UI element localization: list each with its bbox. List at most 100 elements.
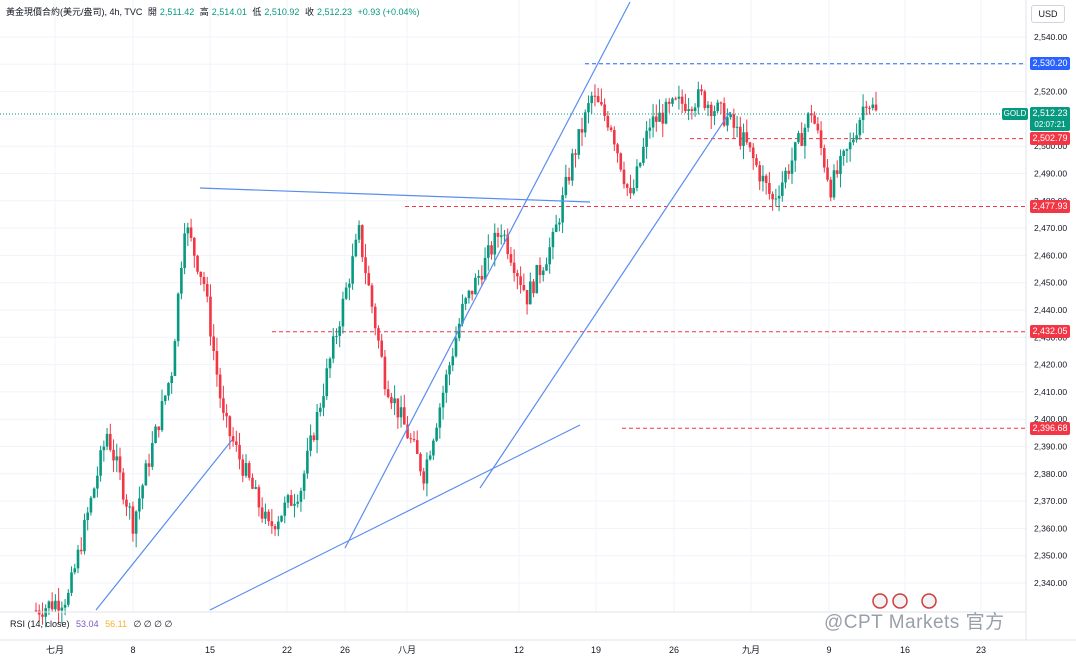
symbol-title[interactable]: 黃金現價合約(美元/盎司), 4h, TVC: [6, 7, 143, 17]
time-axis[interactable]: 七月 8 15 22 26 八月 12 19 26 九月 9 16 23: [46, 645, 986, 655]
candle-body: [732, 114, 736, 128]
candle-body: [545, 264, 548, 271]
candle-body: [319, 407, 322, 413]
trendlines[interactable]: [95, 1, 731, 611]
candle-body: [774, 198, 778, 200]
candle-body: [299, 490, 303, 502]
candle-body: [138, 498, 141, 512]
price-level-tag: 2,502.79: [1030, 132, 1070, 146]
candle-body: [535, 264, 539, 294]
price-level-tag: 2,477.93: [1030, 199, 1070, 213]
candle-body: [383, 356, 387, 390]
candle-body: [209, 296, 212, 337]
watermark: @CPT Markets 官方: [824, 612, 1005, 633]
y-tick-label: 2,470.00: [1034, 223, 1067, 233]
candle-body: [448, 365, 451, 375]
candle-body: [474, 277, 477, 295]
high-label: 高: [199, 7, 209, 17]
candle-body: [121, 472, 125, 500]
candle-body: [89, 497, 93, 513]
price-axis[interactable]: 2,540.002,530.002,520.002,510.002,500.00…: [1034, 32, 1067, 588]
candle-body: [558, 222, 561, 225]
candle-body: [125, 499, 128, 507]
candle-body: [461, 303, 464, 324]
candle-body: [293, 503, 296, 506]
candle-body: [771, 193, 774, 200]
close-label: 收: [304, 7, 314, 17]
candle-body: [629, 187, 632, 194]
candle-body: [554, 224, 558, 232]
y-tick-label: 2,520.00: [1034, 87, 1067, 97]
y-tick-label: 2,390.00: [1034, 442, 1067, 452]
candle-body: [609, 127, 613, 130]
rsi-legend[interactable]: RSI (14, close) 53.04 56.11 ∅ ∅ ∅ ∅: [10, 619, 176, 630]
candle-body: [596, 96, 600, 103]
candle-body: [86, 512, 89, 521]
candle-body: [593, 95, 597, 97]
us-flag-icon[interactable]: [872, 593, 888, 609]
rsi-label[interactable]: RSI (14, close): [10, 619, 70, 629]
candle-body: [344, 287, 348, 299]
trendline[interactable]: [199, 187, 591, 203]
candle-body: [810, 113, 813, 116]
candle-body: [373, 306, 377, 329]
y-tick-label: 2,410.00: [1034, 387, 1067, 397]
symbol-legend[interactable]: 黃金現價合約(美元/盎司), 4h, TVC 開 2,511.42 高 2,514.…: [6, 5, 423, 18]
candle-body: [315, 412, 319, 441]
candle-body: [396, 398, 400, 418]
candle-body: [399, 407, 403, 418]
trendline[interactable]: [344, 1, 631, 549]
trendline[interactable]: [209, 424, 581, 611]
trendline[interactable]: [479, 111, 731, 489]
candle-body: [742, 132, 745, 146]
candle-body: [147, 463, 151, 467]
candle-body: [244, 463, 248, 476]
candle-body: [519, 276, 522, 285]
candle-body: [832, 170, 836, 198]
high-value: 2,514.01: [211, 7, 247, 17]
us-flag-icon[interactable]: [921, 593, 937, 609]
x-tick-label: 26: [340, 645, 350, 655]
candle-body: [587, 103, 590, 113]
candle-body: [409, 438, 413, 440]
y-tick-label: 2,420.00: [1034, 360, 1067, 370]
trendline[interactable]: [95, 439, 233, 611]
currency-button[interactable]: USD: [1031, 5, 1065, 23]
candle-body: [454, 338, 458, 357]
candle-body: [835, 170, 839, 175]
candle-body: [716, 102, 719, 112]
event-flags[interactable]: [872, 593, 937, 609]
candle-body: [241, 459, 245, 476]
candle-body: [571, 153, 574, 181]
candle-body: [477, 275, 480, 278]
candle-body: [102, 446, 106, 451]
candle-body: [706, 104, 710, 109]
candle-body: [580, 129, 584, 133]
candle-body: [532, 281, 535, 294]
close-value: 2,512.23: [316, 7, 352, 17]
candle-body: [34, 610, 38, 612]
candle-body: [312, 435, 316, 441]
x-tick-label: 八月: [398, 645, 416, 655]
candle-body: [499, 235, 503, 237]
candle-body: [600, 102, 603, 105]
candle-body: [726, 117, 729, 126]
candle-body: [160, 401, 164, 431]
candle-body: [865, 106, 868, 108]
candle-body: [606, 115, 610, 128]
candle-body: [92, 488, 96, 498]
candle-body: [719, 102, 723, 104]
candle-body: [238, 444, 241, 460]
candle-body: [451, 356, 455, 366]
candle-body: [506, 234, 509, 255]
us-flag-icon[interactable]: [892, 593, 908, 609]
candle-body: [335, 335, 338, 337]
y-tick-label: 2,350.00: [1034, 551, 1067, 561]
candle-body: [845, 149, 849, 151]
candle-body: [415, 440, 419, 454]
candle-body: [684, 103, 687, 112]
candle-body: [322, 396, 325, 408]
price-level-tag: 2,432.05: [1030, 325, 1070, 339]
y-tick-label: 2,450.00: [1034, 278, 1067, 288]
